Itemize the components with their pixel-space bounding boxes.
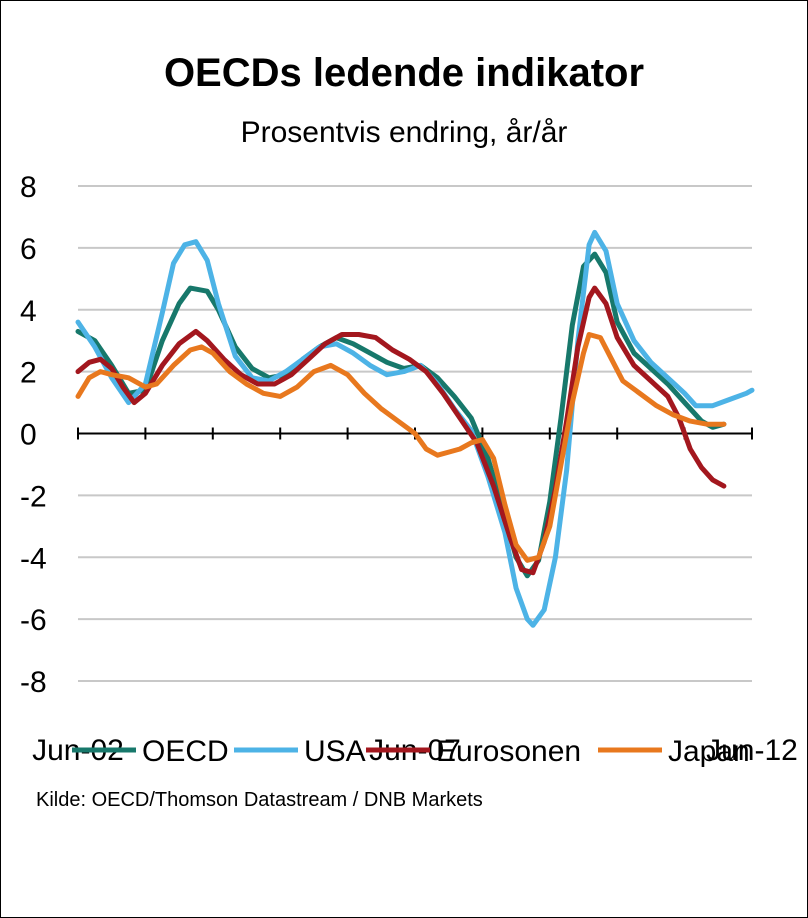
source-note: Kilde: OECD/Thomson Datastream / DNB Mar… <box>36 789 483 811</box>
y-tick-label: 2 <box>20 357 37 390</box>
chart-subtitle: Prosentvis endring, år/år <box>241 116 568 149</box>
series-line-japan <box>75 332 727 563</box>
series-lines <box>75 229 755 628</box>
y-tick-label: -6 <box>20 604 47 637</box>
y-axis-labels: 8 6 4 2 0 -2 -4 -6 -8 <box>20 171 47 699</box>
y-tick-label: 8 <box>20 171 37 204</box>
legend-label: USA <box>304 735 366 768</box>
x-axis: Jun-02 Jun-07 Jun-12 <box>32 427 798 767</box>
gridlines <box>78 185 752 682</box>
legend-label: Japan <box>668 735 750 768</box>
series-line-oecd <box>75 251 727 579</box>
series-line-eurosonen <box>75 285 727 576</box>
y-tick-label: -8 <box>20 666 47 699</box>
legend-label: Eurosonen <box>436 735 581 768</box>
x-tick-label: Jun-12 <box>706 734 798 767</box>
y-tick-label: 6 <box>20 233 37 266</box>
legend-label: OECD <box>142 735 229 768</box>
y-tick-label: 4 <box>20 295 37 328</box>
y-tick-label: -4 <box>20 542 47 575</box>
chart-title: OECDs ledende indikator <box>164 51 644 95</box>
legend: OECD USA Eurosonen Japan <box>72 735 750 768</box>
y-tick-label: -2 <box>20 480 47 513</box>
y-tick-label: 0 <box>20 419 37 452</box>
